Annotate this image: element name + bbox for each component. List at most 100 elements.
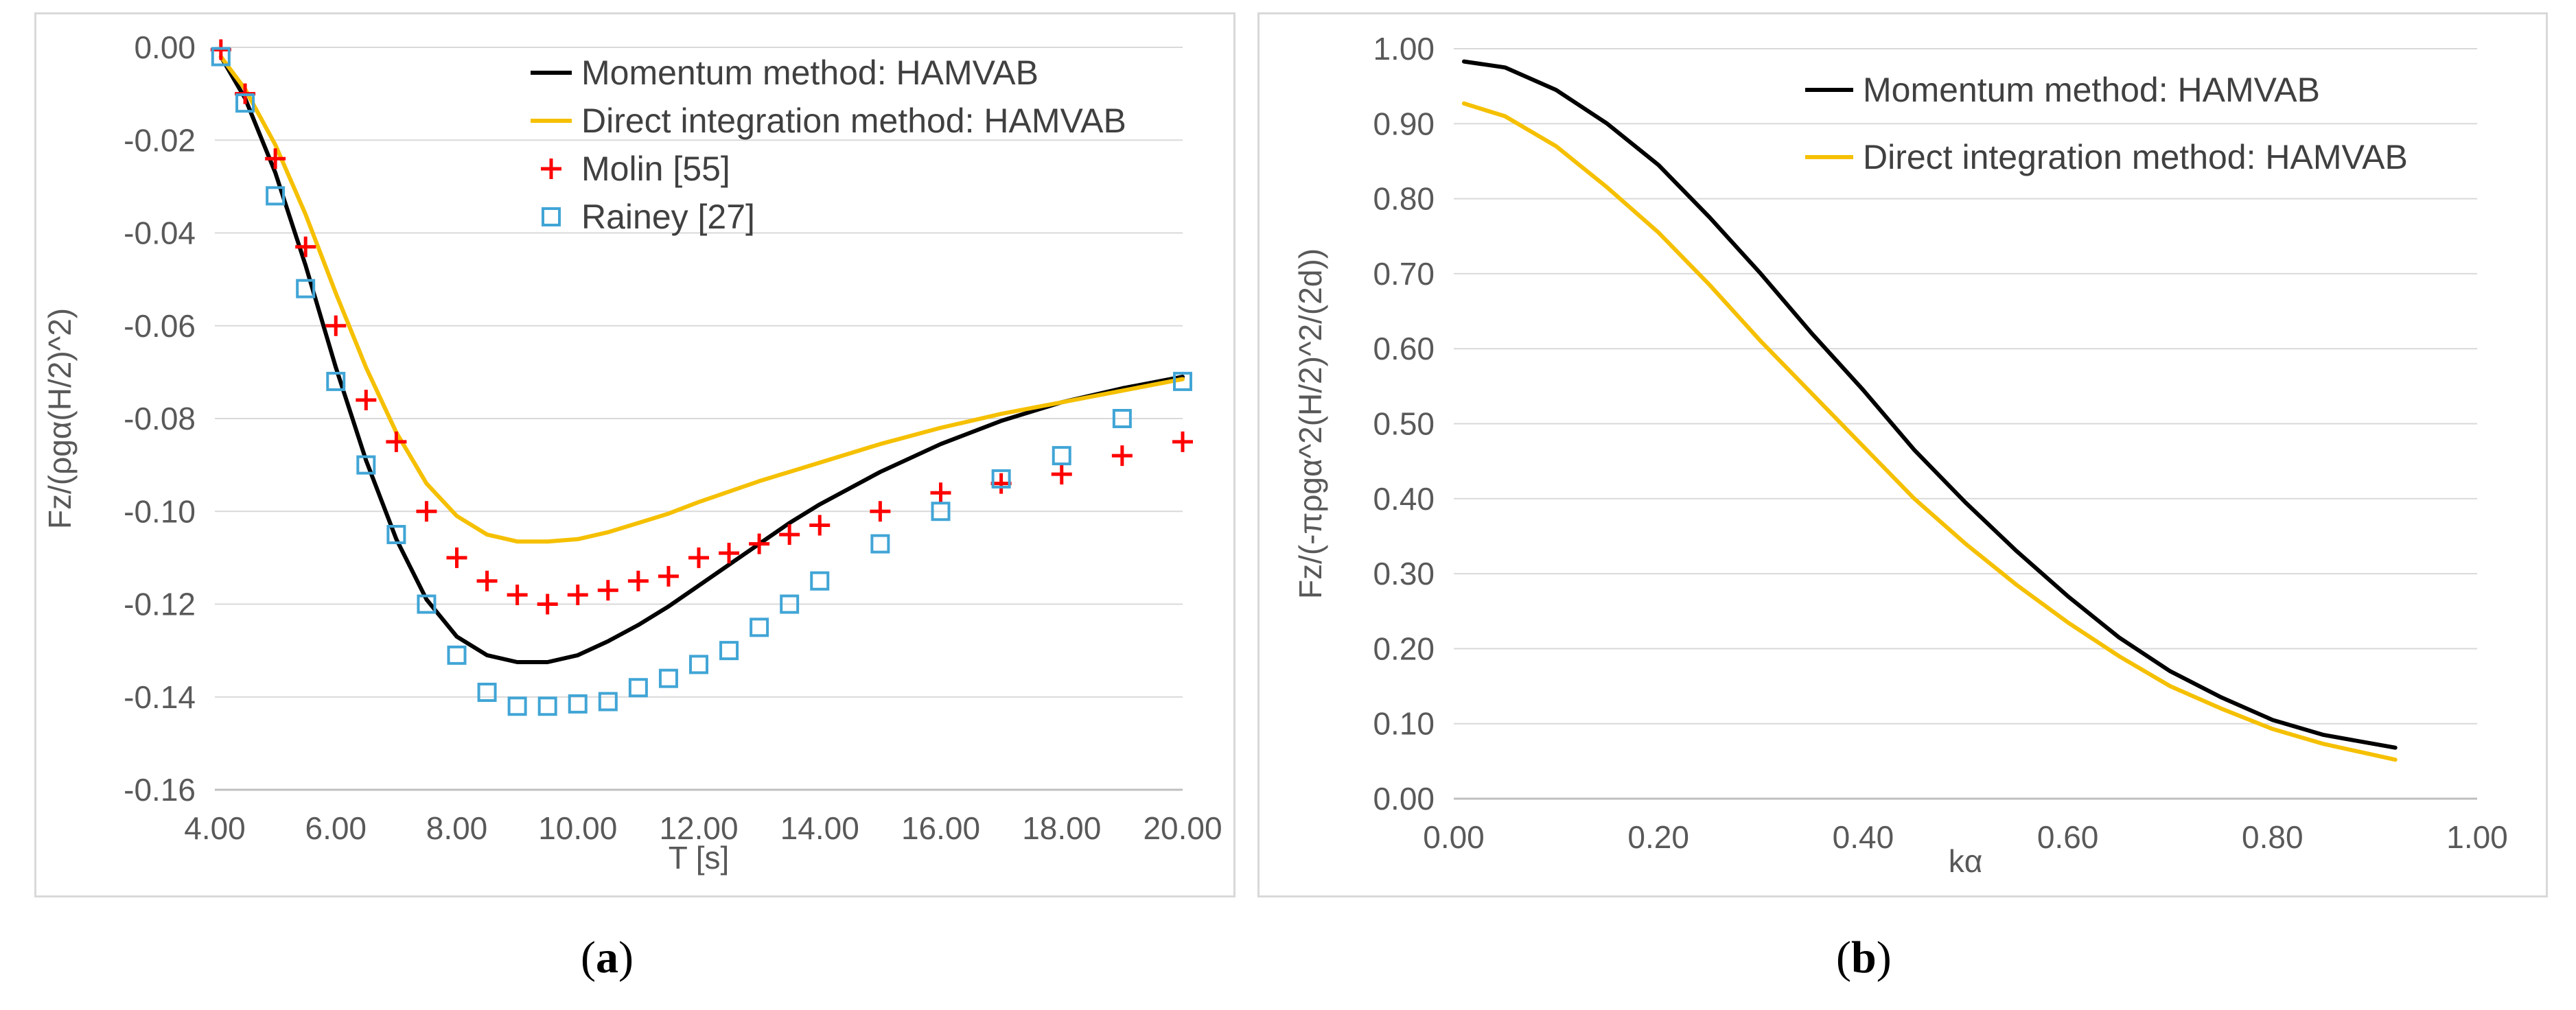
legend-label: Momentum method: HAMVAB	[1863, 71, 2320, 109]
data-point-plus	[719, 543, 740, 564]
x-tick-label: 16.00	[901, 810, 980, 846]
data-point-square	[537, 696, 557, 716]
data-point-square	[658, 668, 678, 688]
chart-a-svg: 0.00 -0.02 -0.04 -0.06 -0.08 -0.10 -0.12 -0.14 -…	[42, 30, 1222, 876]
data-point-square	[477, 682, 497, 702]
data-point-square	[931, 502, 951, 521]
data-point-square	[1173, 371, 1192, 391]
data-point-square	[870, 534, 890, 554]
data-point-square	[750, 618, 769, 637]
data-point-plus	[476, 570, 498, 591]
y-tick-label: 0.40	[1373, 481, 1435, 517]
y-tick-label: 0.00	[1373, 781, 1435, 817]
data-point-plus	[627, 570, 649, 591]
data-point-plus	[295, 236, 316, 257]
data-point-square	[719, 641, 739, 661]
data-point-square	[235, 93, 255, 113]
data-point-plus	[658, 565, 679, 587]
data-point-square	[810, 571, 830, 591]
data-point-square	[1112, 409, 1132, 428]
x-tick-label: 18.00	[1022, 810, 1101, 846]
y-tick-label: 0.90	[1373, 106, 1435, 141]
data-point-plus	[386, 431, 407, 452]
series-line	[1461, 101, 2398, 762]
x-tick-label: 12.00	[659, 810, 738, 846]
data-point-square	[417, 594, 437, 614]
data-point-square	[1052, 446, 1071, 466]
caption-b: (b)	[1836, 932, 1892, 983]
x-axis-title: kα	[1949, 843, 1983, 879]
data-point-plus	[567, 584, 588, 605]
y-tick-label: 1.00	[1373, 31, 1435, 67]
x-tick-label: 0.40	[1833, 819, 1894, 855]
data-point-square	[628, 678, 648, 698]
data-point-plus	[507, 584, 528, 605]
x-tick-label: 0.20	[1627, 819, 1689, 855]
y-tick-label: -0.12	[124, 587, 196, 622]
series-line	[1461, 59, 2398, 750]
x-tick-label: 0.60	[2037, 819, 2099, 855]
x-tick-label: 8.00	[426, 810, 488, 846]
y-tick-label: -0.02	[124, 122, 196, 158]
legend-label: Direct integration method: HAMVAB	[1863, 138, 2408, 176]
legend-swatch	[541, 158, 561, 179]
y-tick-label: 0.20	[1373, 631, 1435, 666]
legend-label: Direct integration method: HAMVAB	[581, 102, 1126, 140]
x-tick-label: 20.00	[1143, 810, 1222, 846]
data-point-plus	[597, 580, 618, 601]
y-tick-label: 0.50	[1373, 406, 1435, 442]
legend-label: Molin [55]	[581, 150, 730, 188]
data-point-plus	[356, 389, 377, 410]
data-point-plus	[416, 501, 437, 522]
data-point-square	[598, 692, 618, 712]
data-point-plus	[688, 547, 709, 568]
data-point-square	[780, 594, 800, 614]
data-point-plus	[930, 482, 951, 504]
x-tick-label: 6.00	[305, 810, 367, 846]
series-line	[218, 54, 1185, 664]
data-point-plus	[870, 501, 891, 522]
data-point-plus	[1051, 464, 1072, 485]
x-tick-label: 0.00	[1423, 819, 1485, 855]
data-point-square	[266, 186, 286, 206]
y-tick-label: -0.08	[124, 401, 196, 436]
y-tick-label: -0.04	[124, 215, 196, 251]
chart-b-svg: 0.00 0.10 0.20 0.30 0.40 0.50 0.60 0.70 0.80 0.90…	[1292, 31, 2508, 879]
data-point-plus	[265, 148, 286, 169]
data-point-plus	[325, 315, 347, 336]
data-point-plus	[1172, 431, 1193, 452]
data-point-plus	[446, 547, 467, 568]
data-point-square	[507, 696, 527, 716]
x-tick-label: 1.00	[2446, 819, 2508, 855]
x-tick-label: 4.00	[184, 810, 246, 846]
y-tick-label: 0.70	[1373, 256, 1435, 292]
caption-a: (a)	[581, 932, 634, 983]
data-point-plus	[779, 524, 800, 545]
data-point-square	[447, 645, 467, 665]
y-tick-label: -0.14	[124, 679, 196, 715]
data-point-square	[356, 455, 376, 475]
y-tick-label: 0.60	[1373, 331, 1435, 366]
y-tick-label: -0.16	[124, 772, 196, 808]
legend-swatch	[542, 207, 561, 226]
y-tick-label: 0.80	[1373, 181, 1435, 217]
y-tick-label: 0.00	[134, 30, 196, 65]
chart-panel-b: 0.00 0.10 0.20 0.30 0.40 0.50 0.60 0.70 0.80 0.90…	[1257, 12, 2548, 897]
data-point-plus	[809, 515, 831, 536]
data-point-square	[386, 525, 406, 545]
data-point-plus	[537, 594, 558, 615]
y-tick-label: -0.06	[124, 308, 196, 344]
data-point-square	[689, 655, 708, 674]
data-point-plus	[749, 533, 770, 554]
legend-label: Momentum method: HAMVAB	[581, 54, 1038, 92]
x-tick-label: 0.80	[2242, 819, 2304, 855]
chart-panel-a: 0.00 -0.02 -0.04 -0.06 -0.08 -0.10 -0.12 -0.14 -…	[34, 12, 1235, 897]
y-axis-title: Fz/(-πρgα^2(H/2)^2/(2d))	[1292, 248, 1328, 599]
x-axis-title: T [s]	[669, 840, 730, 876]
legend-label: Rainey [27]	[581, 198, 755, 236]
y-tick-label: 0.30	[1373, 556, 1435, 591]
data-point-square	[326, 371, 346, 391]
data-point-plus	[1111, 445, 1133, 467]
data-point-square	[296, 279, 316, 298]
y-tick-label: -0.10	[124, 493, 196, 529]
